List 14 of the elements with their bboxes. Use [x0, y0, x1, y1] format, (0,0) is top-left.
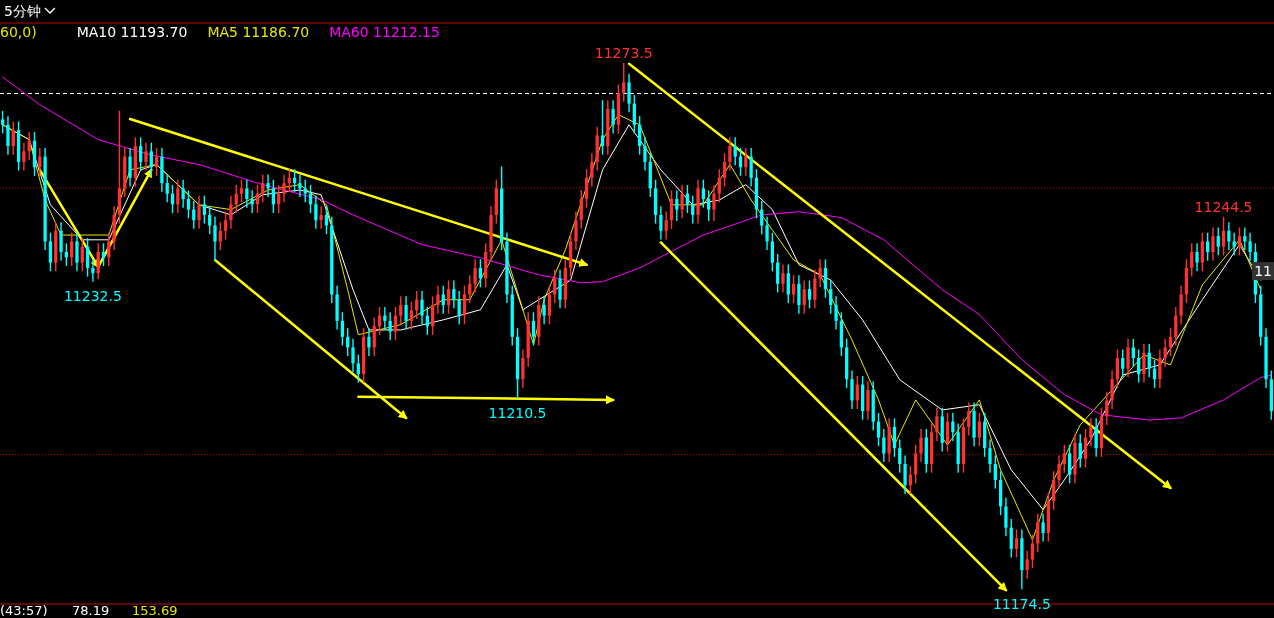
text: MA10 11193.70 [76, 24, 188, 40]
annotation: 11 [1254, 263, 1272, 279]
text: MA60 11212.15 [329, 24, 440, 40]
annotation: (43:57) [0, 603, 48, 618]
annotation: 60,0) [0, 24, 37, 40]
text: MA5 11186.70 [207, 24, 310, 40]
annotation: 78.19 [72, 603, 110, 618]
annotation: 11174.5 [992, 595, 1051, 612]
annotation: 11273.5 [594, 44, 653, 61]
annotation: 11244.5 [1194, 198, 1253, 215]
annotation: 11232.5 [63, 288, 122, 305]
annotation: 11210.5 [488, 404, 547, 421]
annotation: 153.69 [132, 603, 178, 618]
chart-title: 5分钟 [4, 3, 41, 19]
